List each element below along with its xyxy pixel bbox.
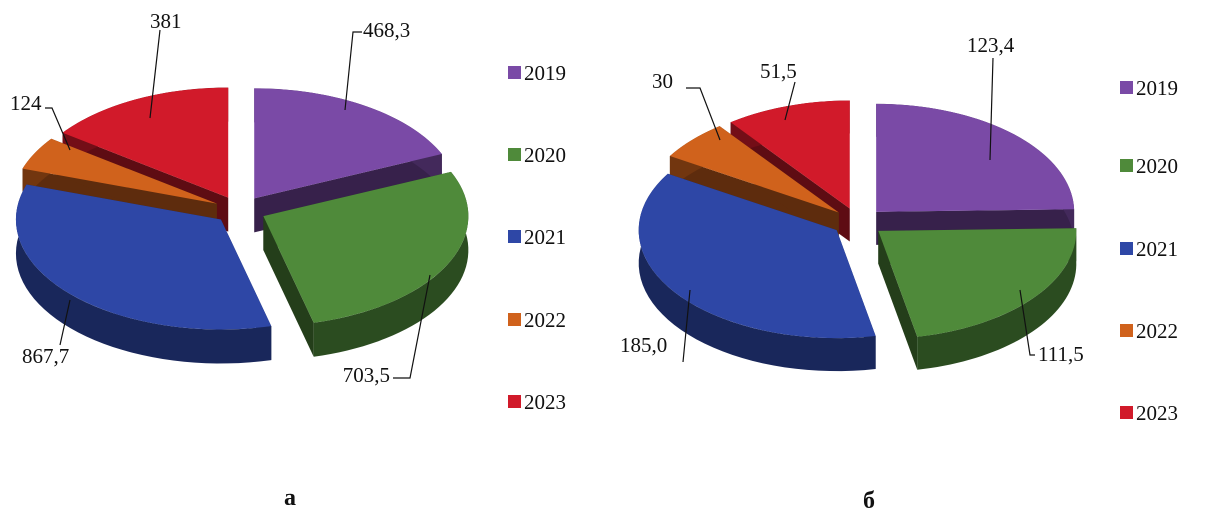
legend-label-2021: 2021 (524, 225, 566, 249)
legend-swatch-2023 (1120, 406, 1133, 419)
legend-label-2022: 2022 (1136, 319, 1178, 343)
data-label-2019: 123,4 (967, 33, 1015, 57)
panel-label: а (284, 485, 296, 511)
pie-slice-2020 (878, 228, 1077, 370)
data-label-2023: 51,5 (760, 59, 797, 83)
pie-slice-2021 (638, 173, 876, 372)
legend-label-2023: 2023 (524, 390, 566, 414)
data-label-2020: 111,5 (1038, 342, 1084, 366)
slice-top-2019 (876, 103, 1075, 212)
slice-top-2023 (62, 87, 229, 198)
legend: 2019 2020 2021 2022 2023 (508, 61, 566, 414)
slice-top-2023 (730, 100, 850, 209)
data-label-2021: 867,7 (22, 344, 69, 368)
legend-swatch-2022 (1120, 324, 1133, 337)
slice-side-wall (878, 230, 918, 370)
legend-label-2020: 2020 (1136, 154, 1178, 178)
leader-line (59, 299, 71, 346)
slice-top-2022 (669, 126, 839, 213)
legend-label-2020: 2020 (524, 143, 566, 167)
legend: 2019 2020 2021 2022 2023 (1120, 76, 1178, 425)
leader-line (45, 107, 71, 151)
pie-slice-2022 (669, 126, 839, 246)
slice-top-2019 (254, 88, 442, 199)
pie-slice-2020 (263, 171, 469, 357)
leader-line (149, 29, 161, 119)
data-label-2023: 381 (150, 9, 182, 33)
leader-line (682, 289, 691, 363)
leader-line (989, 57, 994, 161)
chart-a: 468,3 703,5 867,7 124 381 2019 2020 2021 2022 202… (10, 9, 566, 511)
legend-label-2023: 2023 (1136, 401, 1178, 425)
legend-swatch-2021 (1120, 242, 1133, 255)
slice-top-2021 (638, 173, 876, 339)
legend-swatch-2021 (508, 230, 521, 243)
legend-swatch-2019 (508, 66, 521, 79)
leader-line (344, 31, 362, 111)
slice-top-2021 (15, 184, 272, 330)
leader-line (393, 274, 431, 379)
legend-label-2022: 2022 (524, 308, 566, 332)
panel-label: б (863, 488, 875, 514)
leader-line (686, 87, 721, 141)
pie-slice-2019 (876, 103, 1075, 245)
data-label-2019: 468,3 (363, 18, 410, 42)
legend-swatch-2022 (508, 313, 521, 326)
slice-top-2020 (263, 171, 469, 323)
slice-outer-wall (313, 171, 469, 357)
legend-label-2019: 2019 (1136, 76, 1178, 100)
slice-outer-wall (917, 228, 1077, 370)
legend-label-2021: 2021 (1136, 237, 1178, 261)
legend-swatch-2023 (508, 395, 521, 408)
legend-swatch-2020 (508, 148, 521, 161)
chart-b: 123,4 111,5 185,0 30 51,5 2019 2020 2021 2022 202… (620, 33, 1178, 514)
data-label-2022: 124 (10, 91, 42, 115)
legend-swatch-2019 (1120, 81, 1133, 94)
slice-top-2022 (22, 138, 217, 204)
data-label-2022: 30 (652, 69, 673, 93)
data-label-2021: 185,0 (620, 333, 667, 357)
data-label-2020: 703,5 (343, 363, 390, 387)
legend-swatch-2020 (1120, 159, 1133, 172)
slice-side-wall (263, 216, 314, 357)
slice-outer-wall (15, 184, 272, 364)
slice-outer-wall (638, 173, 876, 372)
legend-label-2019: 2019 (524, 61, 566, 85)
leader-line (1019, 289, 1035, 356)
pie-slice-2021 (15, 184, 272, 364)
leader-line (784, 81, 796, 121)
slice-top-2020 (878, 228, 1077, 337)
